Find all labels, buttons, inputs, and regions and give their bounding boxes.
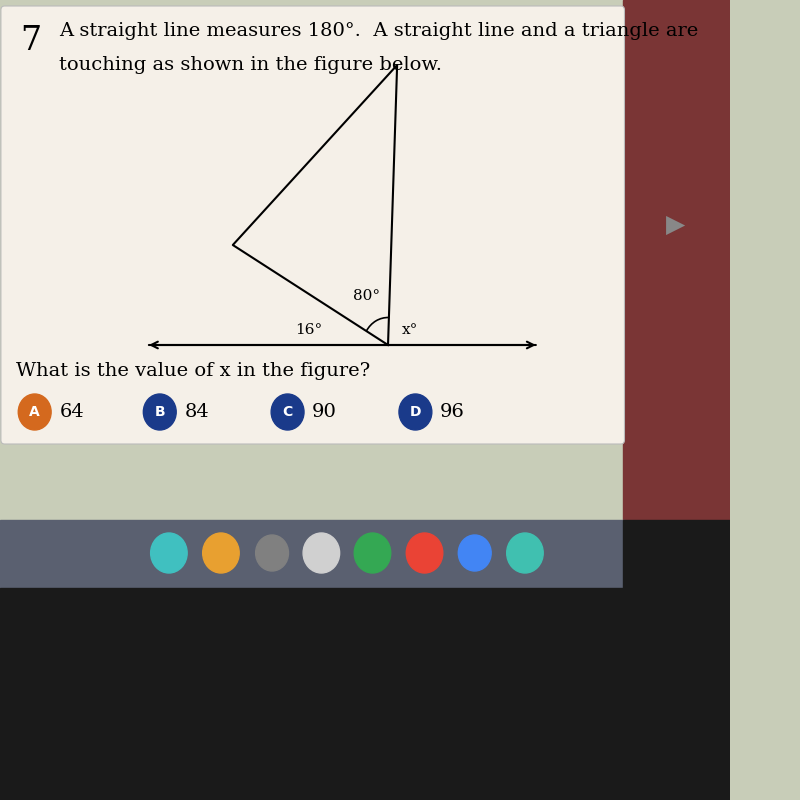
Circle shape bbox=[406, 533, 442, 573]
Text: 90: 90 bbox=[312, 403, 337, 421]
Circle shape bbox=[143, 394, 176, 430]
Text: 96: 96 bbox=[440, 403, 465, 421]
Text: 7: 7 bbox=[20, 25, 42, 57]
Circle shape bbox=[271, 394, 304, 430]
Circle shape bbox=[256, 535, 289, 571]
Text: A straight line measures 180°.  A straight line and a triangle are: A straight line measures 180°. A straigh… bbox=[59, 22, 698, 40]
Circle shape bbox=[506, 533, 543, 573]
Bar bbox=[0, 520, 626, 588]
Text: 80°: 80° bbox=[354, 289, 381, 303]
Bar bbox=[622, 520, 730, 800]
Bar bbox=[622, 0, 730, 520]
Text: What is the value of x in the figure?: What is the value of x in the figure? bbox=[17, 362, 370, 380]
Text: 84: 84 bbox=[185, 403, 209, 421]
Text: A: A bbox=[30, 405, 40, 419]
Text: B: B bbox=[154, 405, 165, 419]
Text: C: C bbox=[282, 405, 293, 419]
Text: 16°: 16° bbox=[295, 323, 322, 337]
FancyBboxPatch shape bbox=[1, 6, 625, 444]
Circle shape bbox=[354, 533, 390, 573]
Circle shape bbox=[18, 394, 51, 430]
Circle shape bbox=[399, 394, 432, 430]
Text: x°: x° bbox=[402, 323, 418, 337]
Text: ▶: ▶ bbox=[666, 213, 686, 237]
Circle shape bbox=[303, 533, 340, 573]
Circle shape bbox=[458, 535, 491, 571]
Text: D: D bbox=[410, 405, 421, 419]
Circle shape bbox=[202, 533, 239, 573]
Bar bbox=[0, 588, 730, 800]
Circle shape bbox=[150, 533, 187, 573]
Text: touching as shown in the figure below.: touching as shown in the figure below. bbox=[59, 56, 442, 74]
Text: 64: 64 bbox=[59, 403, 84, 421]
